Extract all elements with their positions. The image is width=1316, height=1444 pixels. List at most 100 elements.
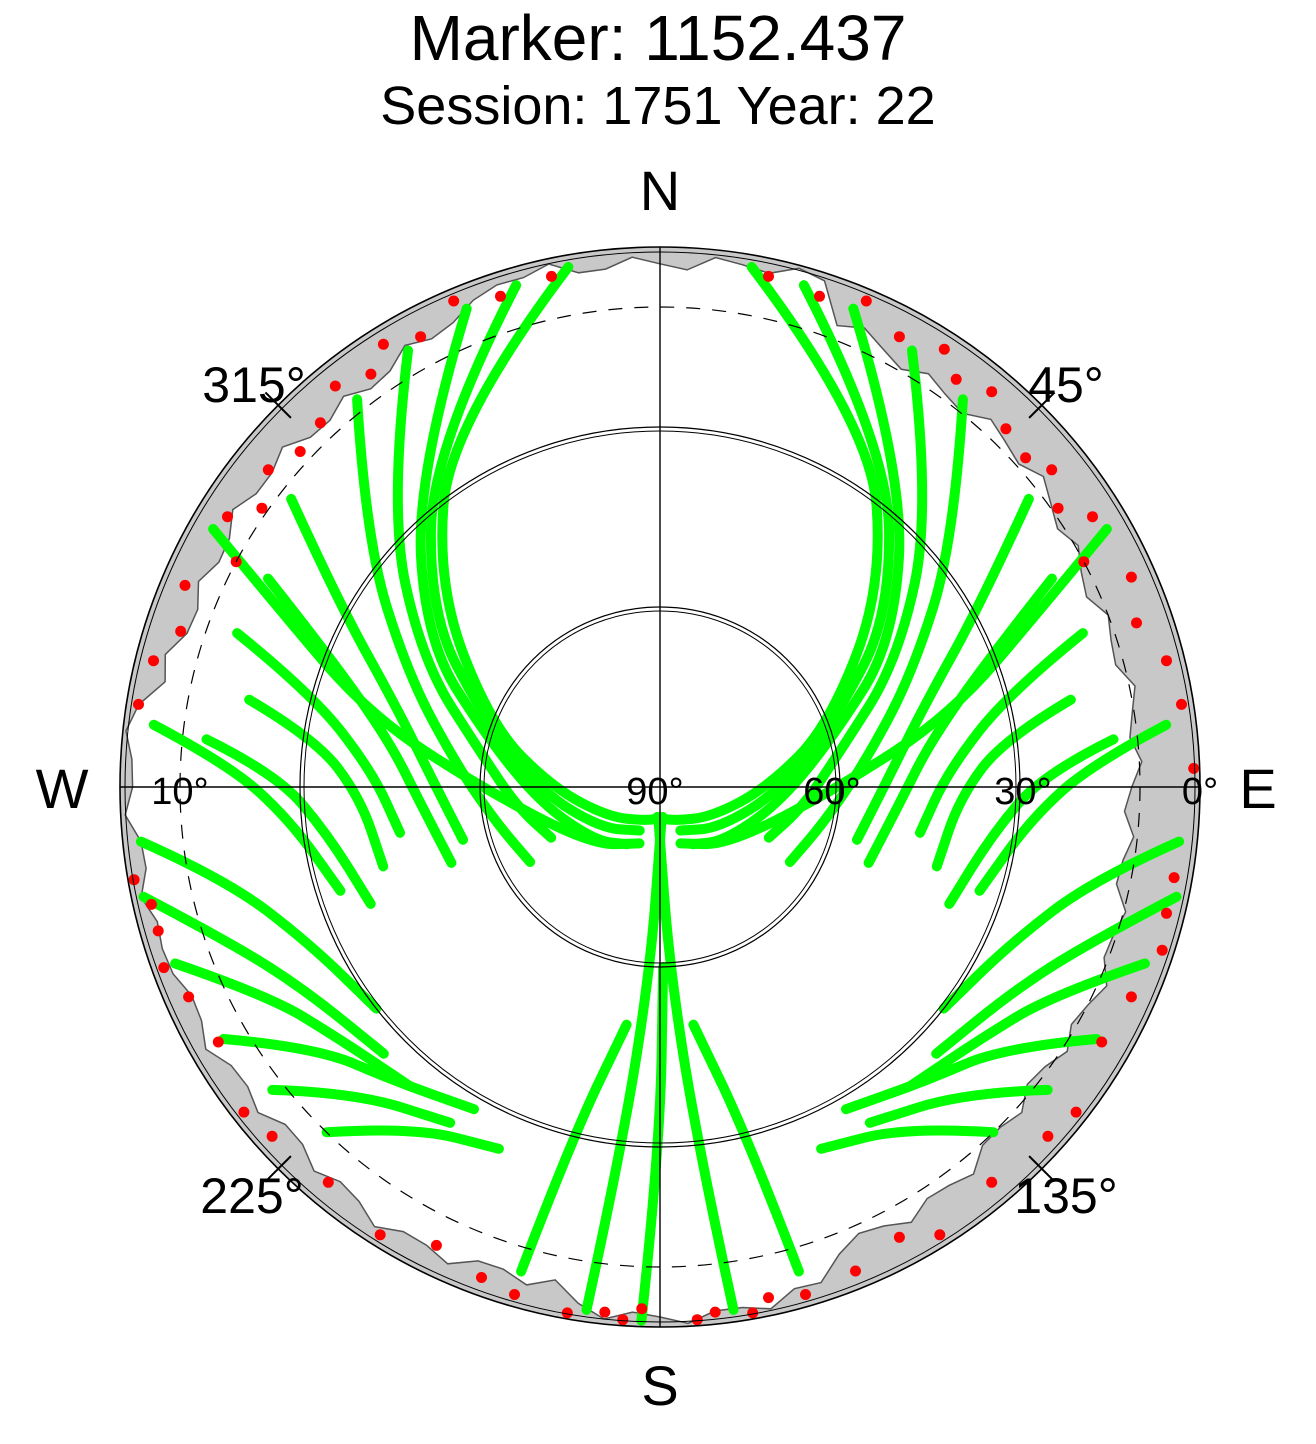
edge-point bbox=[266, 1130, 278, 1142]
satellite-track bbox=[636, 962, 669, 1326]
satellite-track bbox=[653, 818, 739, 1315]
satellite-track bbox=[931, 694, 1076, 872]
east-label: E bbox=[1239, 757, 1276, 820]
edge-point bbox=[415, 331, 427, 343]
edge-point bbox=[617, 1314, 629, 1326]
skyplot-grid bbox=[119, 246, 1201, 1328]
satellite-track bbox=[852, 493, 1034, 845]
satellite-track bbox=[816, 1125, 999, 1154]
edge-point bbox=[314, 417, 326, 429]
edge-point bbox=[374, 1229, 386, 1241]
edge-point bbox=[329, 380, 341, 392]
edge-point bbox=[636, 1303, 648, 1315]
satellite-track bbox=[974, 719, 1172, 896]
edge-point bbox=[1000, 423, 1012, 435]
edge-point bbox=[950, 373, 962, 385]
satellite-track bbox=[864, 1084, 1053, 1128]
edge-point bbox=[763, 270, 774, 282]
elevation-tick-label: 90° bbox=[626, 771, 683, 813]
elevation-tick-label: 30° bbox=[994, 771, 1051, 813]
chart-title: Marker: 1152.437 bbox=[409, 2, 907, 74]
edge-point bbox=[1188, 762, 1200, 774]
edge-point bbox=[222, 511, 233, 523]
edge-point bbox=[212, 1036, 224, 1048]
edge-point bbox=[179, 579, 191, 591]
edge-point bbox=[495, 290, 506, 302]
west-label: W bbox=[36, 757, 89, 820]
edge-point bbox=[128, 874, 140, 886]
edge-point bbox=[763, 1292, 774, 1304]
edge-point bbox=[322, 1176, 334, 1188]
satellite-track bbox=[675, 280, 895, 836]
satellite-track bbox=[208, 524, 645, 850]
edge-point bbox=[256, 502, 268, 514]
satellite-track bbox=[905, 958, 1150, 1091]
edge-point bbox=[152, 925, 164, 937]
edge-point bbox=[148, 655, 159, 667]
edge-point bbox=[599, 1306, 611, 1318]
edge-point bbox=[893, 331, 905, 343]
edge-point bbox=[430, 1239, 442, 1251]
satellite-track bbox=[938, 836, 1185, 1014]
edge-point bbox=[709, 1306, 721, 1318]
satellite-track bbox=[581, 818, 667, 1315]
edge-point bbox=[1156, 944, 1168, 956]
edge-point bbox=[262, 464, 274, 476]
edge-point bbox=[1087, 511, 1098, 523]
satellite-track bbox=[675, 524, 1112, 850]
azimuth-tick-label: 315° bbox=[202, 357, 305, 413]
edge-point bbox=[1020, 452, 1032, 464]
edge-point bbox=[986, 386, 998, 398]
edge-point bbox=[1046, 464, 1058, 476]
satellite-track bbox=[688, 303, 905, 850]
satellite-track bbox=[688, 1019, 804, 1277]
south-label: S bbox=[641, 1354, 678, 1417]
satellite-tracks bbox=[135, 262, 1185, 1326]
satellite-track bbox=[286, 493, 468, 845]
edge-point bbox=[860, 295, 872, 307]
chart-subtitle: Session: 1751 Year: 22 bbox=[380, 76, 936, 136]
edge-point bbox=[145, 898, 157, 910]
satellite-track bbox=[931, 891, 1182, 1059]
edge-point bbox=[1161, 655, 1172, 667]
edge-point bbox=[1096, 1036, 1108, 1048]
satellite-track bbox=[841, 1034, 1102, 1115]
edge-point bbox=[938, 343, 950, 355]
edge-point bbox=[509, 1289, 520, 1300]
edge-point bbox=[183, 991, 195, 1003]
edge-point bbox=[175, 625, 187, 637]
north-label: N bbox=[640, 159, 680, 222]
edge-point bbox=[934, 1229, 946, 1241]
edge-point bbox=[238, 1106, 250, 1118]
azimuth-tick bbox=[264, 391, 292, 419]
satellite-track bbox=[263, 573, 457, 868]
edge-point bbox=[1042, 1130, 1054, 1142]
satellite-track bbox=[784, 394, 968, 867]
satellite-track bbox=[863, 573, 1057, 868]
edge-point bbox=[893, 1231, 905, 1243]
edge-point bbox=[1052, 502, 1064, 514]
satellite-track bbox=[148, 719, 346, 896]
satellite-track bbox=[267, 1084, 456, 1128]
satellite-track bbox=[516, 1019, 632, 1277]
satellite-track bbox=[138, 891, 389, 1059]
azimuth-tick bbox=[1028, 391, 1056, 419]
azimuth-tick-label: 45° bbox=[1028, 357, 1104, 413]
azimuth-tick-label: 225° bbox=[200, 1168, 303, 1224]
elevation-tick-label: 10° bbox=[151, 771, 208, 813]
azimuth-tick-label: 135° bbox=[1014, 1168, 1117, 1224]
edge-point bbox=[546, 270, 557, 282]
edge-point bbox=[1131, 617, 1142, 629]
satellite-track bbox=[218, 1034, 479, 1115]
edge-point bbox=[133, 698, 144, 710]
elevation-tick-label: 60° bbox=[803, 771, 860, 813]
satellite-track bbox=[437, 262, 668, 825]
satellite-track bbox=[321, 1125, 504, 1154]
elevation-tick-label: 0° bbox=[1182, 771, 1218, 813]
edge-point bbox=[476, 1272, 487, 1283]
satellite-track bbox=[425, 280, 645, 836]
edge-point bbox=[158, 962, 170, 974]
satellite-track bbox=[170, 958, 415, 1091]
edge-point bbox=[448, 295, 460, 307]
edge-point bbox=[800, 1289, 811, 1300]
